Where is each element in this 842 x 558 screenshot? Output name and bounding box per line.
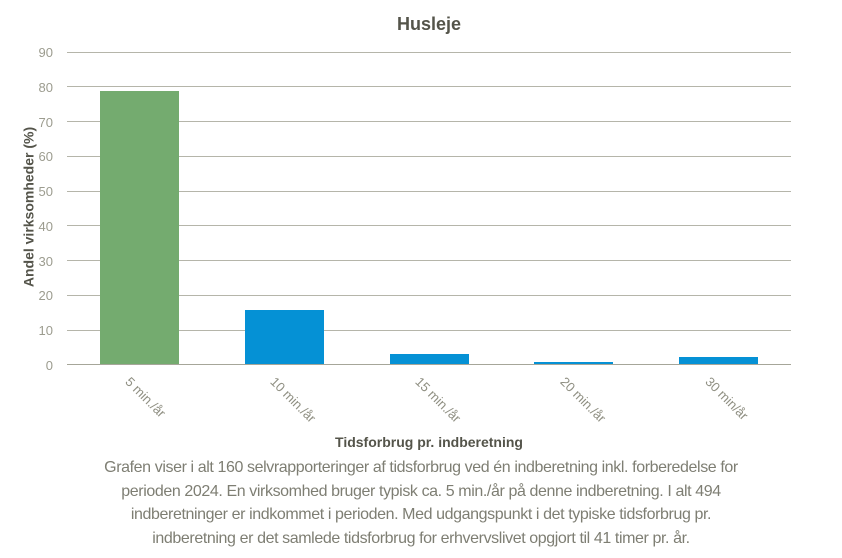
- y-tick-label: 70: [38, 114, 53, 130]
- gridline-y20: [67, 294, 791, 296]
- x-axis-line: [67, 364, 791, 365]
- y-tick-label: 0: [45, 358, 53, 373]
- gridline-y40: [67, 225, 791, 227]
- y-tick-label: 20: [38, 288, 53, 304]
- bar-15 min./år: [389, 353, 469, 364]
- bar-30 min/år: [679, 357, 759, 364]
- gridline-y10: [67, 329, 791, 331]
- caption-line: perioden 2024. En virksomhed bruger typi…: [121, 482, 721, 500]
- gridline-y50: [67, 190, 791, 192]
- caption-line: Grafen viser i alt 160 selvrapporteringe…: [104, 459, 738, 476]
- gridline-y80: [67, 86, 791, 88]
- y-tick-label: 10: [38, 323, 53, 339]
- bar-10 min./år: [244, 310, 324, 364]
- y-tick-label: 60: [38, 149, 53, 165]
- y-tick-label: 30: [38, 253, 53, 269]
- gridline-y70: [67, 121, 791, 123]
- chart-caption: Grafen viser i alt 160 selvrapporteringe…: [30, 456, 812, 550]
- caption-line: indberetninger er indkommet i perioden. …: [130, 506, 712, 523]
- gridline-y90: [67, 51, 791, 53]
- y-axis-tick-labels: 0 10 20 30 40 50 60 70 80 90: [0, 45, 60, 373]
- bar-5 min./år: [99, 91, 179, 364]
- y-tick-label: 90: [38, 45, 53, 60]
- x-tick-label: 20 min./år: [557, 374, 609, 426]
- y-tick-label: 80: [38, 79, 53, 95]
- x-tick-label: 5 min./år: [122, 374, 170, 421]
- gridline-y30: [67, 260, 791, 262]
- x-tick-label: 15 min./år: [412, 374, 464, 426]
- chart-title: Husleje: [396, 14, 462, 34]
- x-axis-title: Tidsforbrug pr. indberetning: [335, 434, 523, 450]
- y-tick-label: 40: [38, 218, 53, 234]
- bar-20 min./år: [534, 361, 614, 364]
- caption-line: indberetning er det samlede tidsforbrug …: [152, 529, 690, 547]
- plot-area: [67, 51, 791, 365]
- gridline-y60: [67, 155, 791, 157]
- x-tick-label: 10 min./år: [267, 374, 320, 426]
- x-tick-label: 30 min/år: [701, 374, 751, 423]
- y-tick-label: 50: [38, 184, 53, 200]
